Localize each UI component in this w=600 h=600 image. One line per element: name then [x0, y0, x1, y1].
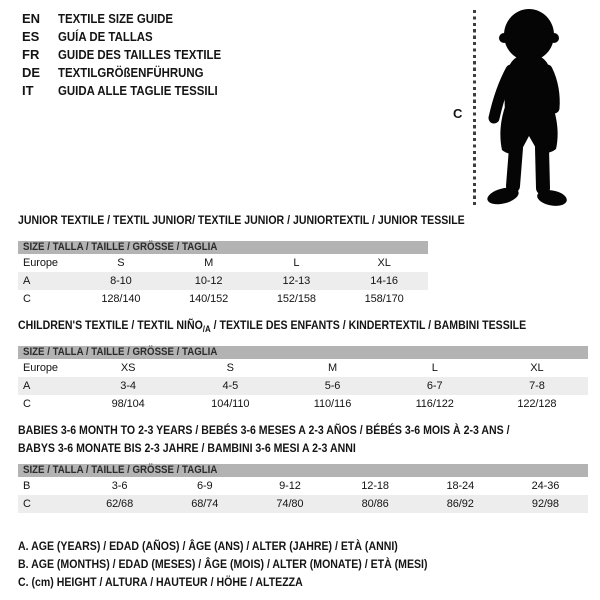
height-cell: 98/104	[111, 398, 145, 410]
height-cell: 152/158	[276, 293, 316, 305]
height-cell: 86/92	[446, 498, 474, 510]
table-row: Europe XS S M L XL	[18, 359, 588, 377]
table-row: A 8-10 10-12 12-13 14-16	[18, 272, 428, 290]
lang-code: ES	[22, 29, 40, 44]
size-cell: XS	[120, 362, 136, 374]
row-label: C	[23, 293, 31, 305]
footnote-b: B. AGE (MONTHS) / EDAD (MESES) / ÂGE (MO…	[18, 557, 428, 571]
table-row: A 3-4 4-5 5-6 6-7 7-8	[18, 377, 588, 395]
age-cell: 12-18	[361, 480, 389, 492]
table-row: B 3-6 6-9 9-12 12-18 18-24 24-36	[18, 477, 588, 495]
size-cell: XL	[530, 362, 544, 374]
lang-label: GUÍA DE TALLAS	[58, 29, 153, 44]
footnote-legend: A. AGE (YEARS) / EDAD (AÑOS) / ÂGE (ANS)…	[18, 537, 483, 591]
lang-code: FR	[22, 47, 40, 62]
size-header-bar: SIZE / TALLA / TAILLE / GRÖSSE / TAGLIA	[18, 464, 588, 477]
table-row: C 98/104 104/110 110/116 116/122 122/128	[18, 395, 588, 413]
table-row: C 128/140 140/152 152/158 158/170	[18, 290, 428, 308]
lang-label: TEXTILE SIZE GUIDE	[58, 11, 174, 26]
row-label: A	[23, 275, 31, 287]
table-row: C 62/68 68/74 74/80 80/86 86/92 92/98	[18, 495, 588, 513]
age-cell: 4-5	[222, 380, 239, 392]
row-label: C	[23, 498, 31, 510]
size-cell: L	[293, 257, 300, 269]
age-cell: 5-6	[324, 380, 341, 392]
babies-table-title: BABIES 3-6 MONTH TO 2-3 YEARS / BEBÉS 3-…	[18, 423, 510, 455]
age-cell: 3-4	[120, 380, 136, 392]
height-cell: 62/68	[106, 498, 134, 510]
size-header-bar: SIZE / TALLA / TAILLE / GRÖSSE / TAGLIA	[18, 346, 588, 359]
age-cell: 3-6	[111, 480, 128, 492]
age-cell: 9-12	[279, 480, 301, 492]
age-cell: 8-10	[110, 275, 132, 287]
age-cell: 12-13	[282, 275, 311, 287]
age-cell: 10-12	[194, 275, 223, 287]
size-cell: S	[117, 257, 125, 269]
junior-table-title: JUNIOR TEXTILE / TEXTIL JUNIOR/ TEXTILE …	[18, 213, 465, 227]
size-header-bar: SIZE / TALLA / TAILLE / GRÖSSE / TAGLIA	[18, 241, 428, 254]
footnote-a: A. AGE (YEARS) / EDAD (AÑOS) / ÂGE (ANS)…	[18, 539, 398, 553]
size-cell: M	[204, 257, 214, 269]
row-label: Europe	[23, 257, 58, 269]
height-cell: 68/74	[191, 498, 219, 510]
lang-label: GUIDA ALLE TAGLIE TESSILI	[58, 83, 218, 98]
lang-row-it: IT GUIDA ALLE TAGLIE TESSILI	[22, 82, 243, 100]
table-row: Europe S M L XL	[18, 254, 428, 272]
lang-code: IT	[22, 83, 34, 98]
language-title-list: EN TEXTILE SIZE GUIDE ES GUÍA DE TALLAS …	[22, 10, 243, 100]
children-table-title: CHILDREN'S TEXTILE / TEXTIL NIÑO/A / TEX…	[18, 318, 527, 334]
row-label: A	[23, 380, 31, 392]
babies-size-table: SIZE / TALLA / TAILLE / GRÖSSE / TAGLIA …	[18, 464, 588, 513]
height-cell: 140/152	[189, 293, 229, 305]
lang-code: DE	[22, 65, 41, 80]
height-cell: 110/116	[313, 398, 352, 410]
size-cell: XL	[377, 257, 391, 269]
height-cell: 92/98	[531, 498, 559, 510]
height-cell: 116/122	[415, 398, 454, 410]
size-cell: S	[226, 362, 234, 374]
age-cell: 14-16	[370, 275, 398, 287]
age-cell: 24-36	[531, 480, 560, 492]
age-cell: 18-24	[446, 480, 475, 492]
lang-row-en: EN TEXTILE SIZE GUIDE	[22, 10, 243, 28]
height-cell: 74/80	[276, 498, 304, 510]
baby-silhouette-image	[487, 9, 567, 206]
lang-row-es: ES GUÍA DE TALLAS	[22, 28, 243, 46]
height-cell: 104/110	[211, 398, 250, 410]
row-label: C	[23, 398, 31, 410]
size-cell: L	[431, 362, 438, 374]
height-cell: 158/170	[364, 293, 404, 305]
height-dashed-line	[473, 10, 476, 208]
children-size-table: SIZE / TALLA / TAILLE / GRÖSSE / TAGLIA …	[18, 346, 588, 413]
height-measure-label: C	[453, 106, 463, 121]
lang-code: EN	[22, 11, 41, 26]
height-cell: 122/128	[517, 398, 557, 410]
age-cell: 6-9	[196, 480, 213, 492]
age-cell: 6-7	[426, 380, 443, 392]
lang-row-fr: FR GUIDE DES TAILLES TEXTILE	[22, 46, 243, 64]
junior-size-table: SIZE / TALLA / TAILLE / GRÖSSE / TAGLIA …	[18, 241, 428, 308]
height-cell: 128/140	[101, 293, 141, 305]
row-label: B	[23, 480, 31, 492]
size-cell: M	[327, 362, 338, 374]
row-label: Europe	[23, 362, 58, 374]
lang-label: TEXTILGRÖßENFÜHRUNG	[58, 65, 204, 80]
height-cell: 80/86	[361, 498, 389, 510]
footnote-c: C. (cm) HEIGHT / ALTURA / HAUTEUR / HÖHE…	[18, 575, 303, 589]
lang-row-de: DE TEXTILGRÖßENFÜHRUNG	[22, 64, 243, 82]
lang-label: GUIDE DES TAILLES TEXTILE	[58, 47, 222, 62]
age-cell: 7-8	[529, 380, 545, 392]
